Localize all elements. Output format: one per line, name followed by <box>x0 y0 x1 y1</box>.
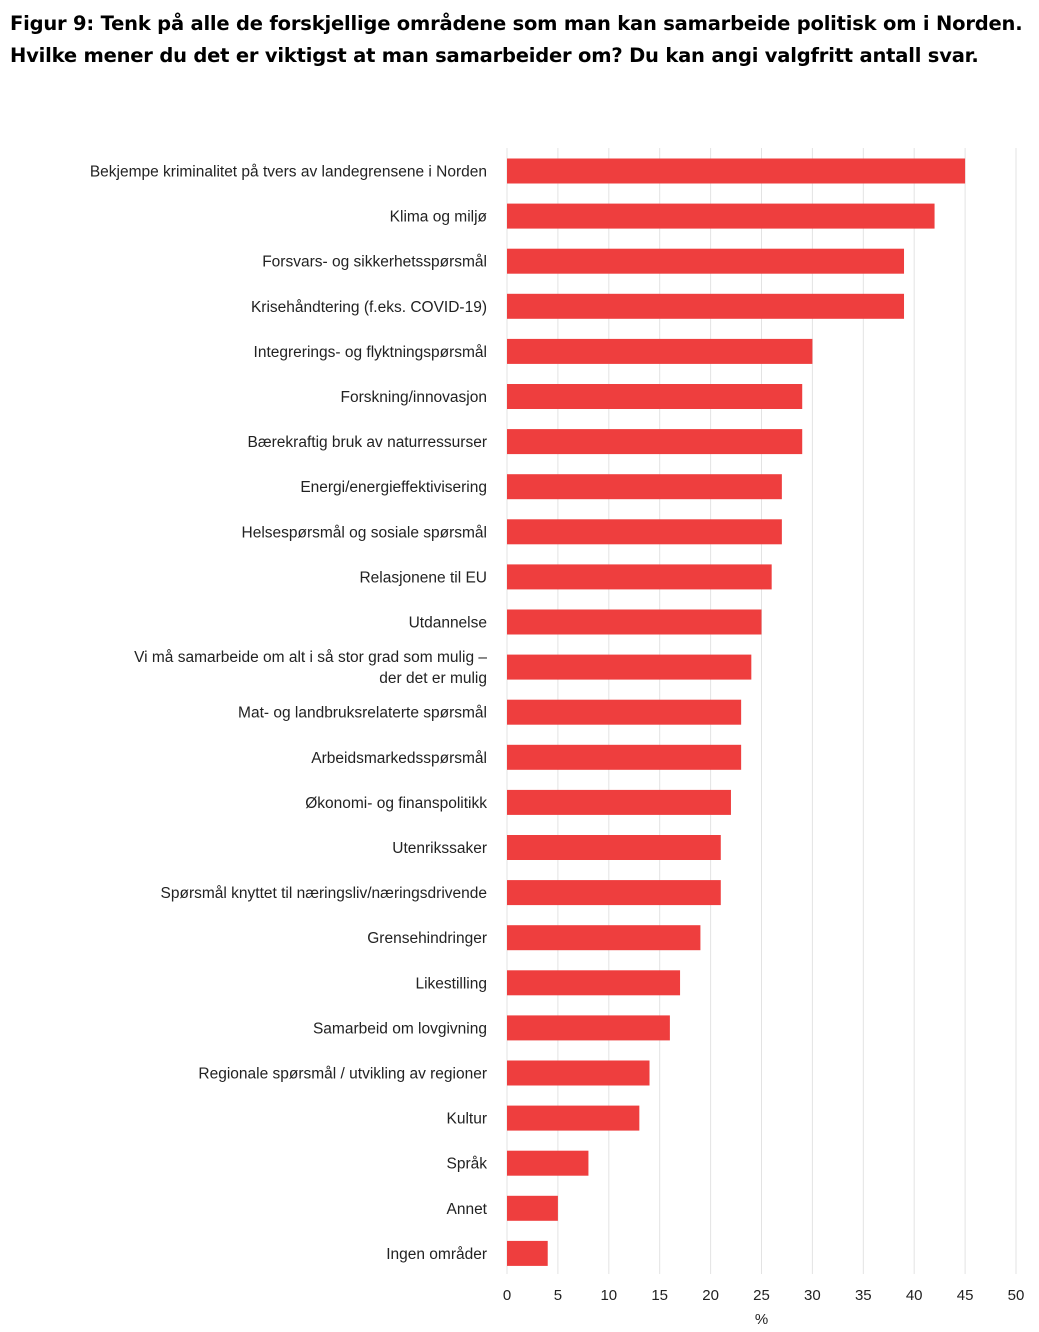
grid-lines <box>506 148 1017 1274</box>
category-label: Ingen områder <box>386 1246 487 1263</box>
category-label: Bærekraftig bruk av naturressurser <box>248 434 487 451</box>
category-label-line: Mat- og landbruksrelaterte spørsmål <box>238 705 487 722</box>
category-label-line: der det er mulig <box>379 670 487 687</box>
bar <box>507 880 721 906</box>
x-tick-label: 20 <box>702 1287 719 1304</box>
category-label-line: Energi/energieffektivisering <box>300 479 487 496</box>
category-label-line: Samarbeid om lovgivning <box>313 1020 487 1037</box>
category-label-line: Forsvars- og sikkerhetsspørsmål <box>262 254 487 271</box>
category-label-line: Annet <box>446 1201 487 1218</box>
bar <box>507 293 905 319</box>
category-label-line: Regionale spørsmål / utvikling av region… <box>198 1066 487 1083</box>
category-label: Samarbeid om lovgivning <box>313 1020 487 1037</box>
category-label: Økonomi- og finanspolitikk <box>305 795 487 812</box>
x-tick-label: 50 <box>1008 1287 1025 1304</box>
bar <box>507 338 813 364</box>
x-tick-label: 5 <box>554 1287 562 1304</box>
category-label: Arbeidsmarkedsspørsmål <box>311 750 487 767</box>
category-label: Forskning/innovasjon <box>341 389 487 406</box>
category-label-line: Vi må samarbeide om alt i så stor grad s… <box>134 649 487 666</box>
chart-title: Figur 9: Tenk på alle de forskjellige om… <box>10 12 1023 67</box>
bar <box>507 609 762 635</box>
category-label-line: Relasjonene til EU <box>359 569 487 586</box>
bar <box>507 203 935 229</box>
category-label: Språk <box>447 1156 488 1173</box>
bar <box>507 474 782 500</box>
category-label: Energi/energieffektivisering <box>300 479 487 496</box>
category-label: Utenrikssaker <box>392 840 487 857</box>
x-tick-label: 35 <box>855 1287 872 1304</box>
bar <box>507 925 701 951</box>
bar <box>507 654 752 680</box>
bar <box>507 564 772 590</box>
category-label: Relasjonene til EU <box>359 569 487 586</box>
category-label-line: Helsespørsmål og sosiale spørsmål <box>242 524 488 541</box>
category-label: Krisehåndtering (f.eks. COVID-19) <box>251 299 487 316</box>
category-label-line: Utdannelse <box>409 615 487 632</box>
category-label-line: Bærekraftig bruk av naturressurser <box>248 434 487 451</box>
bar <box>507 248 905 274</box>
category-label: Mat- og landbruksrelaterte spørsmål <box>238 705 487 722</box>
bar <box>507 789 731 815</box>
category-label: Vi må samarbeide om alt i så stor grad s… <box>134 649 487 687</box>
category-label-line: Økonomi- og finanspolitikk <box>305 795 487 812</box>
category-label-line: Spørsmål knyttet til næringsliv/næringsd… <box>161 885 487 902</box>
category-label: Klima og miljø <box>390 209 488 226</box>
category-label-line: Språk <box>447 1156 488 1173</box>
bar <box>507 1150 589 1176</box>
bar <box>507 158 966 184</box>
bar <box>507 970 681 996</box>
x-tick-label: 30 <box>804 1287 821 1304</box>
x-tick-label: 15 <box>651 1287 668 1304</box>
x-tick-label: 10 <box>600 1287 617 1304</box>
category-label: Helsespørsmål og sosiale spørsmål <box>242 524 488 541</box>
bar <box>507 1015 670 1041</box>
category-label-line: Bekjempe kriminalitet på tvers av landeg… <box>90 164 487 181</box>
category-label-line: Krisehåndtering (f.eks. COVID-19) <box>251 299 487 316</box>
bar <box>507 519 782 545</box>
x-tick-label: 40 <box>906 1287 923 1304</box>
category-label: Kultur <box>447 1111 488 1128</box>
bar <box>507 744 742 770</box>
category-label-line: Ingen områder <box>386 1246 487 1263</box>
category-label: Spørsmål knyttet til næringsliv/næringsd… <box>161 885 487 902</box>
bar <box>507 835 721 860</box>
category-label-line: Forskning/innovasjon <box>341 389 487 406</box>
category-label-line: Grensehindringer <box>367 930 487 947</box>
x-tick-label: 0 <box>503 1287 511 1304</box>
category-label: Regionale spørsmål / utvikling av region… <box>198 1066 487 1083</box>
category-label: Likestilling <box>415 975 487 992</box>
category-label: Grensehindringer <box>367 930 487 947</box>
category-label-line: Klima og miljø <box>390 209 488 226</box>
bar <box>507 1240 548 1266</box>
category-label-line: Likestilling <box>415 975 487 992</box>
x-tick-label: 45 <box>957 1287 974 1304</box>
bar <box>507 1105 640 1131</box>
category-label: Annet <box>446 1201 487 1218</box>
bars <box>507 158 966 1266</box>
x-tick-label: 25 <box>753 1287 770 1304</box>
x-axis-label: % <box>755 1311 768 1328</box>
x-axis-ticks: 0 5 10 15 20 25 30 35 40 45 50 <box>503 1287 1025 1304</box>
bar <box>507 429 803 455</box>
category-label: Forsvars- og sikkerhetsspørsmål <box>262 254 487 271</box>
bar <box>507 384 803 409</box>
category-label: Bekjempe kriminalitet på tvers av landeg… <box>90 164 487 181</box>
category-label-line: Arbeidsmarkedsspørsmål <box>311 750 487 767</box>
category-label: Integrerings- og flyktningspørsmål <box>254 344 487 361</box>
bar <box>507 1060 650 1086</box>
category-label: Utdannelse <box>409 615 487 632</box>
category-labels: Bekjempe kriminalitet på tvers av landeg… <box>90 164 488 1263</box>
category-label-line: Utenrikssaker <box>392 840 487 857</box>
category-label-line: Kultur <box>447 1111 488 1128</box>
category-label-line: Integrerings- og flyktningspørsmål <box>254 344 487 361</box>
bar <box>507 1195 558 1221</box>
bar <box>507 699 742 725</box>
